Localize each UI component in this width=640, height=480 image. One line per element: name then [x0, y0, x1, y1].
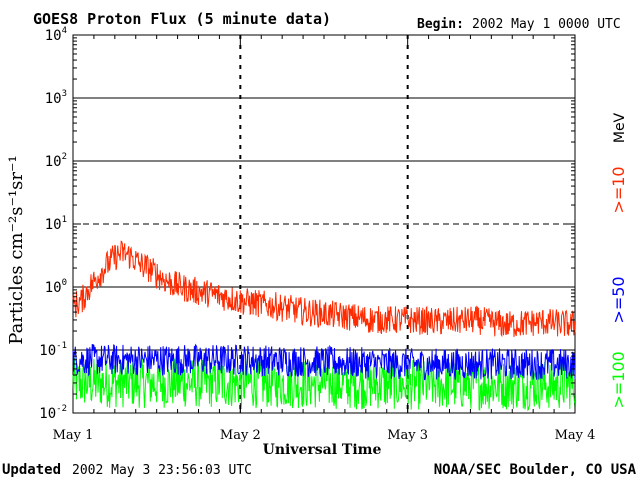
x-tick-label: May 1 — [53, 428, 94, 443]
y-axis-label: Particles cm⁻²s⁻¹sr⁻¹ — [6, 155, 27, 344]
updated-label: Updated — [2, 462, 61, 478]
source-credit: NOAA/SEC Boulder, CO USA — [434, 462, 637, 478]
y-tick-label: 10-2 — [39, 404, 67, 422]
series-layer — [72, 240, 576, 412]
y-tick-label: 101 — [45, 215, 67, 233]
x-tick-label: May 3 — [387, 428, 428, 443]
y-axis-ticks: 10-2 10-1 100 101 102 103 104 — [39, 26, 575, 422]
x-tick-label: May 4 — [555, 428, 596, 443]
y-tick-label: 10-1 — [39, 341, 67, 359]
series-line-ge10 — [72, 240, 576, 338]
x-axis-ticks: May 1 May 2 May 3 May 4 — [53, 35, 596, 443]
grid-lines — [73, 35, 575, 413]
legend-unit: MeV — [612, 112, 628, 143]
begin-value: 2002 May 1 0000 UTC — [472, 17, 621, 32]
y-tick-label: 102 — [45, 152, 67, 170]
y-tick-label: 103 — [45, 89, 67, 107]
y-tick-label: 100 — [45, 278, 67, 296]
updated-value: 2002 May 3 23:56:03 UTC — [72, 463, 252, 478]
legend-entry: >=100 — [609, 351, 628, 408]
legend-entry: >=10 — [609, 166, 628, 213]
y-tick-label: 104 — [45, 26, 67, 44]
x-axis-label: Universal Time — [263, 442, 382, 458]
series-line-ge50 — [72, 343, 576, 381]
legend-entry: >=50 — [609, 276, 628, 323]
begin-label: Begin: — [417, 17, 464, 32]
legend: >=10 >=50 >=100 MeV — [609, 112, 628, 408]
x-tick-label: May 2 — [220, 428, 261, 443]
chart-title: GOES8 Proton Flux (5 minute data) — [33, 10, 331, 28]
